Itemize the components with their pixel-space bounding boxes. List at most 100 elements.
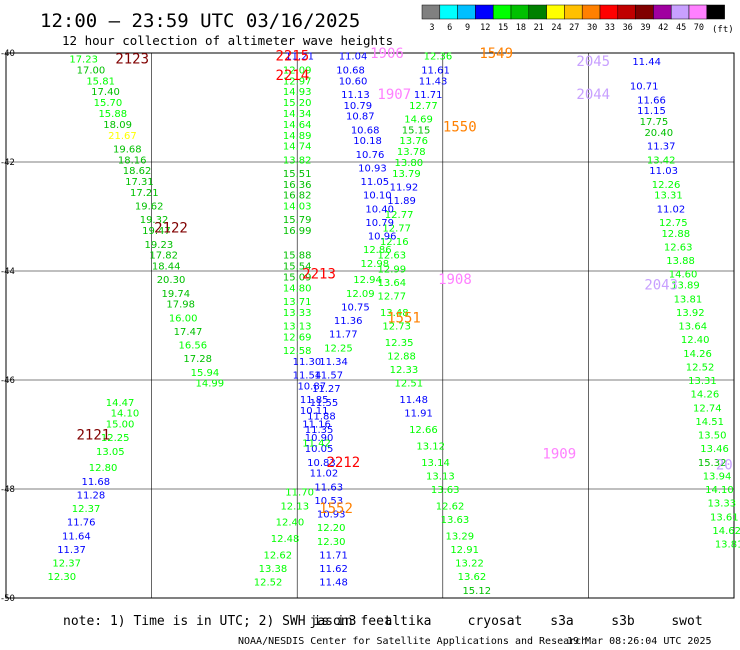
legend-bin-label: 45 — [676, 23, 686, 33]
legend-bin-label: 70 — [694, 23, 704, 33]
wave-height-label: 11.76 — [67, 518, 96, 529]
wave-height-label: 12.13 — [280, 501, 309, 512]
legend-bin-label: 42 — [658, 23, 668, 33]
wave-height-label: 15.88 — [98, 109, 127, 120]
legend-bin-label: 18 — [516, 23, 526, 33]
wave-height-label: 15.09 — [283, 272, 312, 283]
track-labels: 2123 2122 2121 2215 2214 2213 2212 1906 1907 1908… — [77, 46, 733, 517]
legend-bin-label: 12 — [480, 23, 490, 33]
legend-swatch — [653, 4, 672, 20]
legend-swatch — [688, 4, 708, 20]
wave-height-label: 15.32 — [698, 458, 727, 469]
wave-height-label: 11.27 — [312, 384, 341, 395]
wave-height-label: 11.71 — [319, 550, 348, 561]
wave-height-label: 15.88 — [283, 251, 312, 262]
legend-swatch — [457, 4, 476, 20]
wave-height-label: 12.30 — [317, 537, 346, 548]
wave-height-label: 11.42 — [302, 439, 331, 450]
legend-swatch — [510, 4, 530, 20]
wave-height-label: 11.03 — [649, 166, 678, 177]
track-number-label: 2121 — [77, 428, 111, 444]
wave-height-label: 12.62 — [436, 501, 465, 512]
wave-height-label: 17.21 — [130, 188, 159, 199]
wave-height-label: 11.48 — [399, 395, 428, 406]
wave-height-label: 10.53 — [314, 496, 343, 507]
wave-height-label: 13.50 — [698, 431, 727, 442]
track-number-label: 2215 — [275, 49, 309, 65]
y-tick-label: -50 — [1, 594, 15, 604]
wave-height-label: 13.89 — [671, 281, 700, 292]
page-subtitle: 12 hour collection of altimeter wave hei… — [62, 33, 393, 48]
legend-bin-label: 33 — [605, 23, 615, 33]
wave-height-label: 12.37 — [72, 504, 101, 515]
wave-height-label: 11.35 — [305, 425, 334, 436]
wave-height-label: 10.79 — [344, 101, 373, 112]
wave-height-label: 12.91 — [450, 545, 479, 556]
wave-height-label: 15.20 — [283, 98, 312, 109]
wave-height-label: 15.81 — [86, 76, 115, 87]
track-number-label: 2123 — [115, 51, 149, 67]
wave-height-label: 13.82 — [283, 155, 312, 166]
track-number-label: 1552 — [319, 501, 353, 517]
wave-height-label: 15.12 — [462, 586, 491, 597]
y-tick-label: -48 — [1, 485, 15, 495]
legend-swatch — [706, 4, 725, 20]
wave-height-label: 14.60 — [669, 270, 698, 281]
wave-height-label: 14.10 — [705, 485, 734, 496]
satellite-legend: jason3 altika cryosat s3a s3b swot — [310, 614, 703, 629]
wave-height-label: 17.31 — [125, 177, 154, 188]
y-tick-label: -46 — [1, 376, 15, 386]
wave-height-label: 12.88 — [661, 229, 690, 240]
wave-height-label: 12.63 — [378, 251, 407, 262]
wave-height-label: 13.71 — [283, 297, 312, 308]
wave-height-label: 10.75 — [341, 302, 370, 313]
satellite-label: s3a — [550, 614, 573, 629]
track-number-label: 1909 — [542, 447, 576, 463]
track-number-label: 2213 — [302, 267, 336, 283]
track-number-label: 20 — [716, 457, 733, 473]
wave-height-label: 17.47 — [174, 327, 203, 338]
y-tick-label: -40 — [1, 49, 15, 59]
wave-height-label: 10.96 — [368, 232, 397, 243]
wave-height-label: 10.76 — [356, 150, 385, 161]
track-number-label: 1906 — [370, 46, 404, 62]
wave-height-label: 13.92 — [676, 308, 705, 319]
wave-height-label: 13.22 — [455, 559, 484, 570]
wave-height-label: 12.25 — [101, 433, 130, 444]
wave-height-label: 16.82 — [283, 191, 312, 202]
wave-height-label: 19.47 — [142, 226, 171, 237]
wave-height-label: 17.40 — [91, 87, 120, 98]
wave-height-label: 12.94 — [353, 275, 382, 286]
plot-frame — [5, 52, 735, 599]
wave-height-label: 13.94 — [703, 471, 732, 482]
wave-height-label: 11.28 — [77, 490, 106, 501]
wave-height-label: 10.68 — [336, 65, 365, 76]
wave-height-label: 13.64 — [678, 322, 707, 333]
wave-height-label: 12.37 — [52, 559, 81, 570]
wave-height-label: 13.31 — [654, 191, 683, 202]
wave-height-label: 11.68 — [81, 477, 110, 488]
wave-height-label: 10.90 — [305, 433, 334, 444]
wave-height-label: 12.52 — [254, 578, 283, 589]
wave-height-label: 11.64 — [62, 531, 91, 542]
track-number-label: 1551 — [387, 310, 421, 326]
track-number-label: 2214 — [275, 68, 309, 84]
legend-bin-label: 21 — [534, 23, 544, 33]
wave-height-label: 11.44 — [632, 57, 661, 68]
wave-height-label: 13.42 — [647, 155, 676, 166]
wave-height-label: 12.51 — [395, 379, 424, 390]
legend-bin-label: 30 — [587, 23, 597, 33]
wave-height-label: 12.77 — [382, 223, 411, 234]
legend-swatch — [617, 4, 636, 20]
wave-height-label: 10.05 — [305, 444, 334, 455]
wave-height-label: 13.48 — [380, 308, 409, 319]
wave-height-label: 12.99 — [378, 264, 407, 275]
wave-height-label: 11.57 — [314, 371, 343, 382]
wave-height-label: 12.80 — [89, 463, 118, 474]
wave-height-label: 19.23 — [145, 240, 174, 251]
wave-height-label: 12.09 — [346, 289, 375, 300]
wave-height-label: 12.97 — [283, 76, 312, 87]
wave-height-label: 14.89 — [283, 131, 312, 142]
legend-swatch — [599, 4, 619, 20]
